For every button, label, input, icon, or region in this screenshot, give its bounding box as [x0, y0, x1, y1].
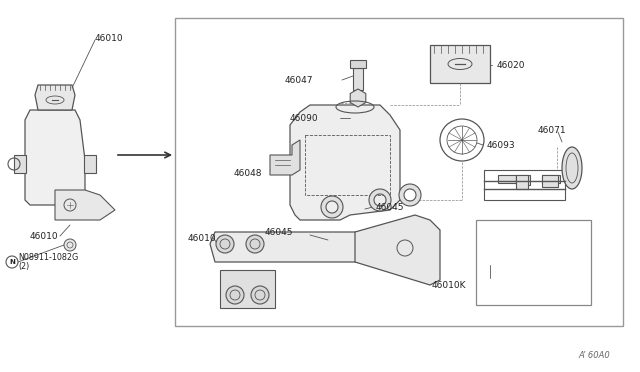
Text: A’ 60A0: A’ 60A0	[579, 350, 610, 359]
Text: 46010K: 46010K	[431, 280, 466, 289]
Wedge shape	[399, 184, 421, 206]
Text: 46010: 46010	[95, 33, 124, 42]
Polygon shape	[355, 215, 440, 285]
Bar	[305, 135, 390, 195]
Bar	[430, 45, 490, 83]
Text: N08911-1082G: N08911-1082G	[18, 253, 78, 263]
Bar	[542, 175, 560, 183]
Polygon shape	[290, 105, 400, 220]
Text: 46093: 46093	[487, 141, 516, 150]
Circle shape	[216, 235, 234, 253]
Bar	[353, 68, 363, 90]
Text: 46090: 46090	[289, 113, 318, 122]
Bar	[175, 18, 623, 326]
Text: 46047: 46047	[285, 76, 313, 84]
Text: 46045: 46045	[376, 202, 404, 212]
Circle shape	[251, 286, 269, 304]
Text: N: N	[9, 259, 15, 265]
Circle shape	[64, 239, 76, 251]
Text: 46071: 46071	[538, 125, 566, 135]
Wedge shape	[369, 189, 391, 211]
Wedge shape	[321, 196, 343, 218]
Polygon shape	[210, 230, 420, 262]
Ellipse shape	[562, 147, 582, 189]
Bar	[220, 270, 275, 308]
Bar	[542, 175, 558, 187]
Bar	[516, 175, 530, 185]
Bar	[84, 155, 96, 173]
Text: 46010: 46010	[29, 231, 58, 241]
Text: 46010: 46010	[188, 234, 216, 243]
Text: (2): (2)	[18, 263, 29, 272]
Polygon shape	[25, 110, 85, 205]
Bar	[8, 18, 161, 326]
Bar	[516, 175, 528, 189]
Circle shape	[6, 256, 18, 268]
Bar	[350, 60, 366, 68]
Bar	[498, 175, 516, 183]
Text: 46045: 46045	[264, 228, 293, 237]
Circle shape	[246, 235, 264, 253]
Polygon shape	[270, 140, 300, 175]
Bar	[14, 155, 26, 173]
Circle shape	[226, 286, 244, 304]
Polygon shape	[35, 85, 75, 110]
Text: 46048: 46048	[234, 169, 262, 177]
Text: 46020: 46020	[497, 61, 525, 70]
Polygon shape	[55, 190, 115, 220]
Bar	[476, 220, 591, 305]
